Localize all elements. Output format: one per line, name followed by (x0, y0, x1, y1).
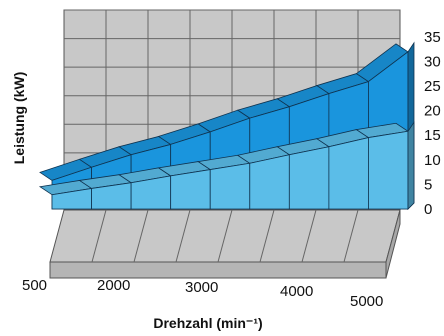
data-bands (38, 41, 415, 210)
y-tick-label: 30 (424, 53, 441, 70)
right-floor-edge (385, 209, 401, 279)
x-axis-title: Drehzahl (min⁻¹) (153, 315, 262, 331)
y-tick-label: 35 (424, 29, 441, 46)
series-0-end-face (407, 120, 415, 210)
y-tick-label: 0 (424, 201, 432, 218)
x-axis-ticks: 500 2000 3000 4000 5000 (22, 277, 383, 310)
series-0-segment (170, 169, 211, 210)
y-axis-ticks: 0 5 10 15 20 25 30 35 (424, 29, 441, 218)
series-0-segment (288, 146, 330, 210)
series-0-segment (328, 137, 369, 210)
series-0-segment (249, 154, 290, 210)
y-tick-label: 25 (424, 78, 441, 95)
front-floor-edge (49, 261, 387, 279)
y-tick-label: 10 (424, 152, 441, 169)
x-tick-label: 5000 (350, 293, 383, 310)
floor-grid-line (91, 209, 107, 263)
x-tick-label: 4000 (280, 283, 313, 300)
y-axis-title: Leistung (kW) (11, 72, 27, 165)
floor-grid-line (133, 209, 149, 263)
x-tick-label: 500 (22, 277, 47, 294)
y-tick-label: 15 (424, 127, 441, 144)
y-tick-label: 20 (424, 103, 441, 120)
series-0-segment (368, 130, 409, 210)
floor-grid-line (343, 209, 359, 263)
x-tick-label: 2000 (97, 277, 130, 294)
series-0-segment (209, 162, 251, 210)
floor-grid-line (301, 209, 317, 263)
y-tick-label: 5 (424, 176, 432, 193)
x-tick-label: 3000 (185, 279, 218, 296)
floor-grid-line (259, 209, 275, 263)
floor-grid-line (217, 209, 233, 263)
floor-grid-line (175, 209, 191, 263)
